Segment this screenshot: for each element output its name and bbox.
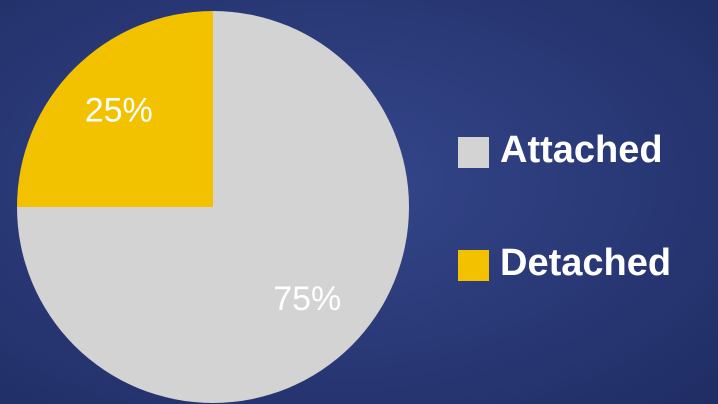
legend-swatch [458,250,489,281]
legend-label: Attached [500,129,663,171]
pie-slice [17,11,213,207]
legend-swatch [458,137,489,168]
value-label: 75% [273,280,341,318]
legend-label: Detached [500,242,671,284]
value-label: 25% [85,92,153,130]
